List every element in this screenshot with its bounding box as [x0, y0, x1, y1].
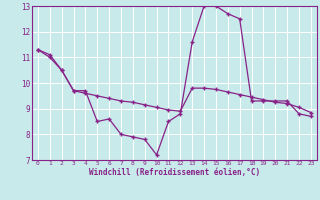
- X-axis label: Windchill (Refroidissement éolien,°C): Windchill (Refroidissement éolien,°C): [89, 168, 260, 177]
